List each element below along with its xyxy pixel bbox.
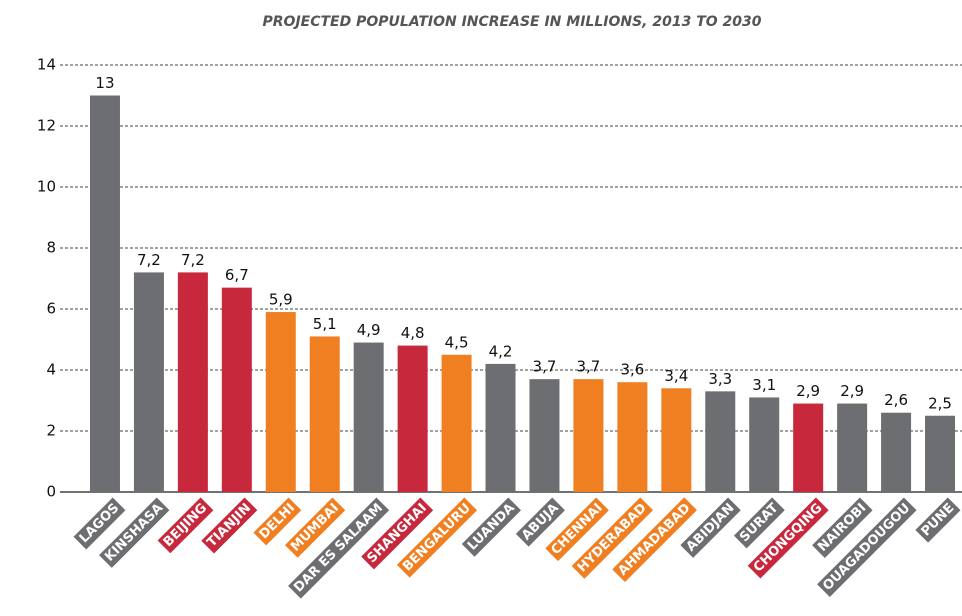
- bar: [89, 95, 120, 492]
- x-tick-box: [812, 497, 873, 559]
- x-tick-box: [99, 497, 170, 568]
- bar: [265, 312, 296, 492]
- bar: [881, 412, 912, 492]
- x-tick-box: [253, 497, 302, 546]
- x-tick-box: [747, 497, 829, 579]
- value-label: 5,9: [269, 291, 293, 309]
- value-label: 4,9: [357, 321, 381, 339]
- bar: [133, 272, 164, 492]
- bar: [177, 272, 208, 492]
- value-label: 7,2: [137, 251, 161, 269]
- x-tick-box: [157, 497, 214, 554]
- value-label: 3,7: [533, 358, 557, 376]
- value-label: 4,2: [489, 342, 513, 360]
- chart-title: PROJECTED POPULATION INCREASE IN MILLION…: [263, 14, 762, 30]
- bar: [309, 336, 340, 492]
- x-tick-box: [396, 497, 478, 578]
- x-tick: BEIJING: [157, 497, 214, 554]
- value-label: 3,6: [620, 361, 644, 379]
- x-tick-label: SURAT: [737, 501, 782, 546]
- value-label: 4,5: [445, 333, 469, 351]
- bar: [661, 388, 692, 492]
- value-label: 2,6: [884, 391, 908, 409]
- x-tick-box: [461, 497, 522, 557]
- y-tick-label: 10: [37, 178, 56, 196]
- x-tick-box: [284, 497, 346, 558]
- bar: [837, 403, 868, 492]
- x-tick-box: [201, 497, 258, 554]
- value-label: 3,3: [708, 370, 732, 388]
- x-tick-label: BEIJING: [161, 501, 210, 550]
- value-label: 3,4: [664, 367, 688, 385]
- x-tick: TIANJIN: [201, 497, 258, 554]
- value-label: 6,7: [225, 266, 249, 284]
- y-tick-label: 4: [46, 361, 56, 379]
- x-tick-box: [612, 497, 697, 583]
- x-tick-label: DELHI: [257, 501, 298, 542]
- value-label: 3,7: [576, 358, 600, 376]
- x-tick-box: [817, 497, 917, 597]
- y-tick-label: 8: [46, 239, 56, 257]
- x-tick-box: [571, 497, 654, 579]
- x-tick-box: [288, 497, 390, 599]
- y-tick-label: 2: [46, 422, 56, 440]
- value-label: 7,2: [181, 251, 205, 269]
- y-tick-label: 12: [37, 117, 56, 135]
- bar: [925, 415, 956, 492]
- value-label: 2,9: [840, 382, 864, 400]
- value-label: 2,5: [928, 394, 952, 412]
- value-label: 2,9: [796, 382, 820, 400]
- x-tick-box: [515, 497, 565, 547]
- bar: [749, 397, 780, 492]
- y-tick-label: 14: [37, 56, 56, 74]
- x-tick-label: ABUJA: [519, 501, 562, 544]
- value-label: 4,8: [401, 324, 425, 342]
- x-tick-label: TIANJIN: [204, 501, 254, 551]
- value-label: 5,1: [313, 315, 337, 333]
- x-tick-box: [680, 497, 741, 558]
- x-tick-box: [73, 497, 126, 550]
- x-tick: HYDERABAD: [571, 497, 654, 579]
- bar: [529, 379, 560, 492]
- x-tick: PUNE: [915, 497, 961, 543]
- bar: [485, 363, 516, 492]
- x-tick-box: [733, 497, 785, 549]
- bar: [397, 345, 428, 492]
- value-label: 3,1: [752, 376, 776, 394]
- y-tick-label: 0: [46, 483, 56, 501]
- bar: [573, 379, 604, 492]
- x-tick-box: [545, 497, 609, 562]
- value-label: 13: [95, 74, 114, 92]
- x-tick-box: [915, 497, 961, 543]
- bar: [793, 403, 824, 492]
- bar: [353, 342, 384, 492]
- bar: [617, 382, 648, 492]
- bar: [705, 391, 736, 492]
- y-tick-label: 6: [46, 300, 56, 318]
- x-tick-box: [361, 497, 434, 570]
- bar: [221, 287, 252, 492]
- x-tick: AHMADABAD: [612, 497, 697, 583]
- x-tick-label: PUNE: [919, 501, 958, 540]
- bar: [441, 354, 472, 492]
